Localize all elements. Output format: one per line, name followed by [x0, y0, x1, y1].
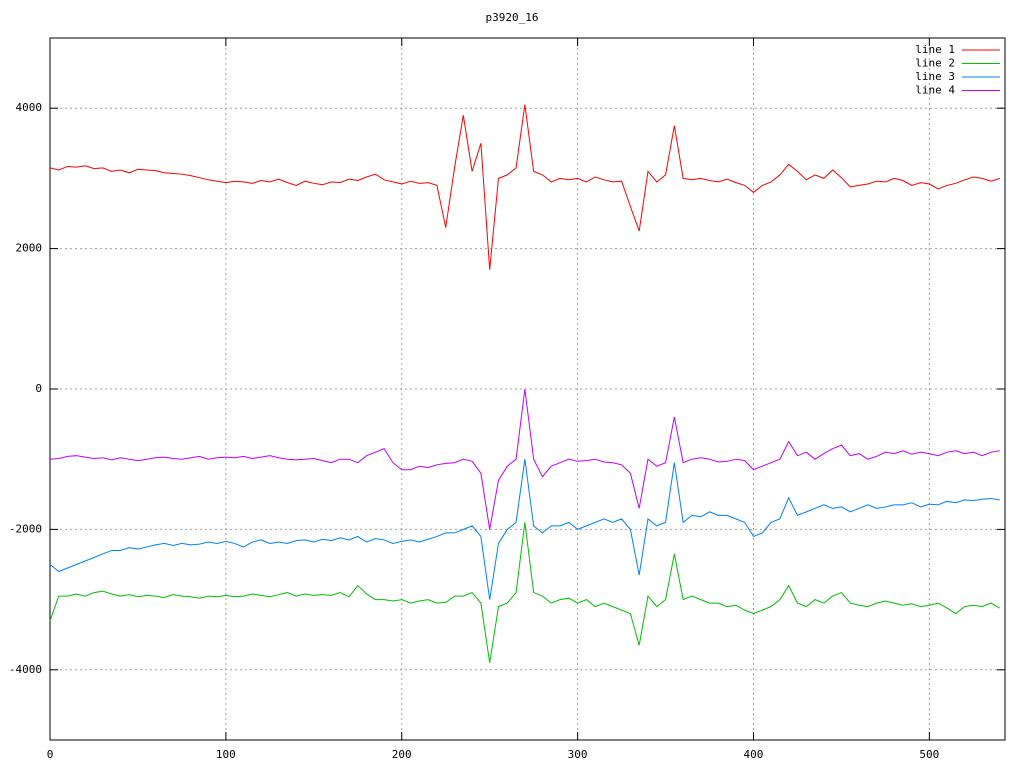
legend-label: line 4: [915, 84, 955, 97]
y-tick-label: 2000: [16, 242, 43, 255]
plot-border: [49, 37, 1006, 741]
x-tick-label: 100: [216, 748, 236, 761]
x-tick-label: 500: [919, 748, 939, 761]
chart-title: p3920_16: [486, 11, 539, 24]
data-line: [49, 459, 1000, 600]
y-tick-label: 4000: [16, 101, 43, 114]
y-tick-label: -2000: [9, 522, 42, 535]
y-tick-label: 0: [35, 382, 42, 395]
data-line: [49, 104, 1000, 270]
x-tick-label: 300: [568, 748, 588, 761]
y-tick-label: -4000: [9, 663, 42, 676]
legend-label: line 1: [915, 43, 955, 56]
legend-label: line 2: [915, 57, 955, 70]
x-tick-label: 200: [392, 748, 412, 761]
data-line: [49, 522, 1000, 663]
x-tick-label: 400: [744, 748, 764, 761]
x-tick-label: 0: [47, 748, 54, 761]
data-line: [49, 388, 1000, 530]
legend-label: line 3: [915, 70, 955, 83]
